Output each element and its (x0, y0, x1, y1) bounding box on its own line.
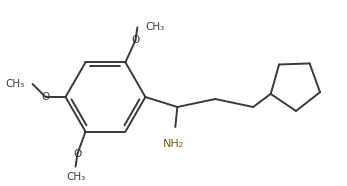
Text: CH₃: CH₃ (66, 172, 85, 182)
Text: O: O (41, 92, 50, 102)
Text: CH₃: CH₃ (145, 22, 164, 32)
Text: O: O (131, 35, 139, 45)
Text: NH₂: NH₂ (163, 139, 184, 149)
Text: O: O (73, 149, 82, 159)
Text: CH₃: CH₃ (5, 79, 25, 89)
